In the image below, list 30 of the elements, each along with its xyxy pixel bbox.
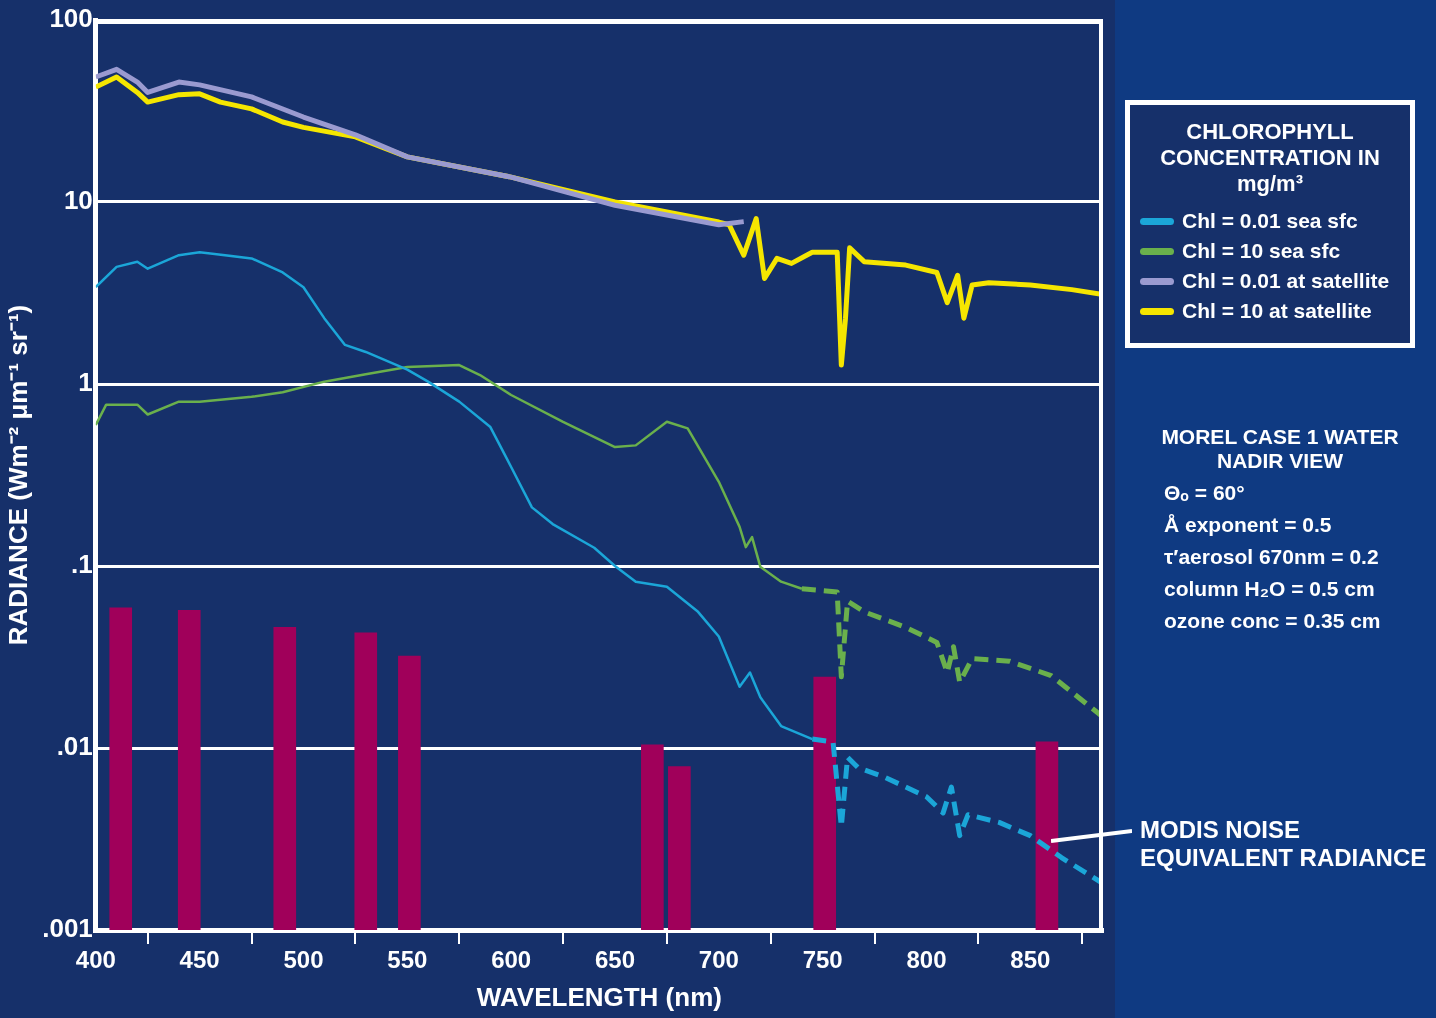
x-tick-label: 400 (75, 946, 116, 974)
legend-label: Chl = 0.01 sea sfc (1182, 209, 1358, 233)
x-tick-label: 700 (698, 946, 739, 974)
x-tick-label: 600 (491, 946, 532, 974)
y-tick-label: .1 (71, 549, 93, 580)
y-tick-label: .01 (56, 731, 93, 762)
x-tick-label: 850 (1010, 946, 1051, 974)
x-tick-label: 450 (179, 946, 220, 974)
y-tick-label: .001 (42, 913, 93, 944)
text: MODIS NOISE EQUIVALENT RADIANCE (1140, 815, 1428, 872)
text: column H₂O = 0.5 cm (1163, 577, 1376, 601)
x-tick-label: 550 (387, 946, 428, 974)
y-axis-title: RADIANCE (Wm⁻² μm⁻¹ sr⁻¹) (2, 304, 33, 646)
legend-label: Chl = 10 sea sfc (1182, 239, 1341, 263)
x-axis-title: WAVELENGTH (nm) (476, 981, 722, 1012)
text: Å exponent = 0.5 (1163, 513, 1333, 537)
text: Θₒ = 60° (1163, 481, 1246, 505)
text: MOREL CASE 1 WATER NADIR VIEW (1160, 425, 1400, 473)
y-tick-label: 100 (49, 3, 93, 34)
x-tick-label: 650 (594, 946, 635, 974)
text: ozone conc = 0.35 cm (1163, 609, 1382, 633)
text: τ′aerosol 670nm = 0.2 (1163, 545, 1380, 569)
legend-label: Chl = 10 at satellite (1182, 299, 1372, 323)
legend-label: Chl = 0.01 at satellite (1182, 269, 1390, 293)
x-tick-label: 500 (283, 946, 324, 974)
legend-title: CHLOROPHYLL CONCENTRATION IN mg/m³ (1159, 119, 1381, 197)
x-tick-label: 800 (906, 946, 947, 974)
y-tick-label: 10 (63, 185, 93, 216)
x-tick-label: 750 (802, 946, 843, 974)
y-tick-label: 1 (78, 367, 93, 398)
